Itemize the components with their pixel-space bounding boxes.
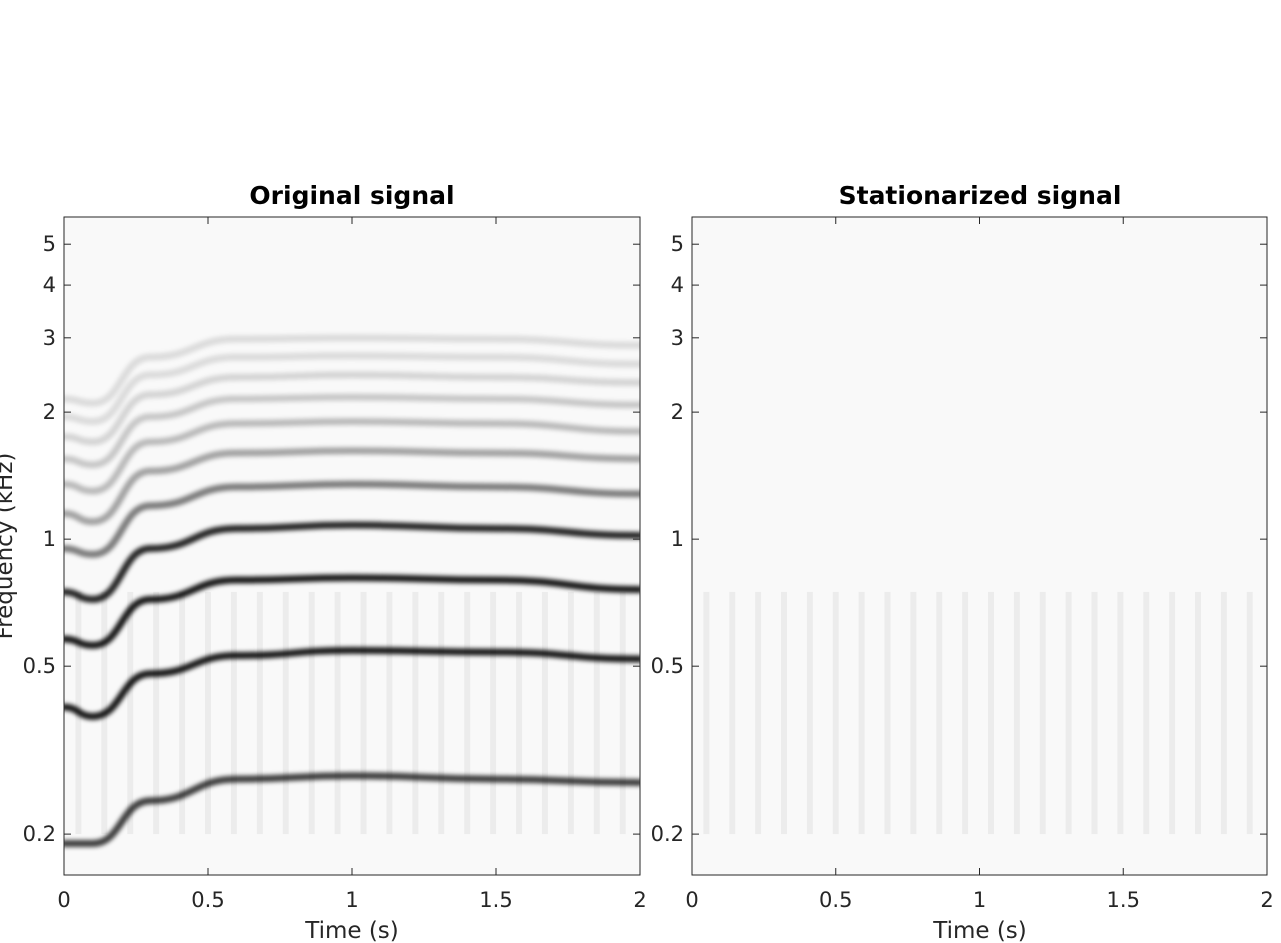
y-tick-label: 5: [43, 232, 56, 256]
y-axis: 0.2 0.5 1 2 3 4 5: [651, 232, 1267, 846]
harmonic-track: [64, 418, 640, 495]
x-tick-label: 1.5: [479, 888, 512, 912]
harmonic-track: [64, 393, 640, 469]
harmonic-track: [64, 371, 640, 446]
y-tick-label: 3: [43, 326, 56, 350]
y-tick-label: 1: [671, 527, 684, 551]
y-axis: 0.2 0.5 1 2 3 4 5: [23, 232, 640, 846]
x-tick-label: 0: [685, 888, 698, 912]
x-tick-label: 0.5: [819, 888, 852, 912]
x-tick-label: 2: [633, 888, 646, 912]
x-tick-label: 0.5: [191, 888, 224, 912]
x-axis: 0 0.5 1 1.5 2: [685, 217, 1274, 912]
panel-original-signal: Original signal 0 0.5 1 1.5 2 0.2 0.5 1 2 3 4 5 Ti…: [0, 181, 647, 943]
x-axis-label: Time (s): [932, 918, 1027, 943]
y-tick-label: 3: [671, 326, 684, 350]
x-axis: 0 0.5 1 1.5 2: [57, 217, 647, 912]
spectrogram-image: [64, 334, 640, 848]
panel-stationarized-signal: Stationarized signal 0 0.5 1 1.5 2 0.2 0.5 1 2 3…: [651, 181, 1274, 943]
y-tick-label: 0.5: [651, 654, 684, 678]
chart-title: Stationarized signal: [839, 181, 1122, 210]
y-axis-label: Frequency (kHz): [0, 453, 18, 640]
y-tick-label: 1: [43, 527, 56, 551]
y-tick-label: 4: [43, 273, 56, 297]
plot-background: [692, 217, 1267, 875]
x-tick-label: 2: [1260, 888, 1273, 912]
harmonic-track: [64, 334, 640, 407]
harmonic-track: [64, 521, 640, 603]
y-tick-label: 2: [671, 400, 684, 424]
harmonic-track: [64, 480, 640, 558]
y-tick-label: 5: [671, 232, 684, 256]
harmonic-track: [64, 352, 640, 426]
harmonic-track: [64, 772, 640, 848]
y-tick-label: 4: [671, 273, 684, 297]
x-axis-label: Time (s): [304, 918, 399, 943]
harmonic-track: [64, 447, 640, 526]
x-tick-label: 0: [57, 888, 70, 912]
x-tick-label: 1: [345, 888, 358, 912]
x-tick-label: 1: [973, 888, 986, 912]
x-tick-label: 1.5: [1107, 888, 1140, 912]
harmonic-track: [64, 574, 640, 649]
y-tick-label: 0.2: [23, 822, 56, 846]
y-tick-label: 0.2: [651, 822, 684, 846]
y-tick-label: 2: [43, 400, 56, 424]
spectrogram-image: [692, 328, 1267, 835]
y-tick-label: 0.5: [23, 654, 56, 678]
chart-title: Original signal: [249, 181, 454, 210]
harmonic-track: [64, 646, 640, 720]
